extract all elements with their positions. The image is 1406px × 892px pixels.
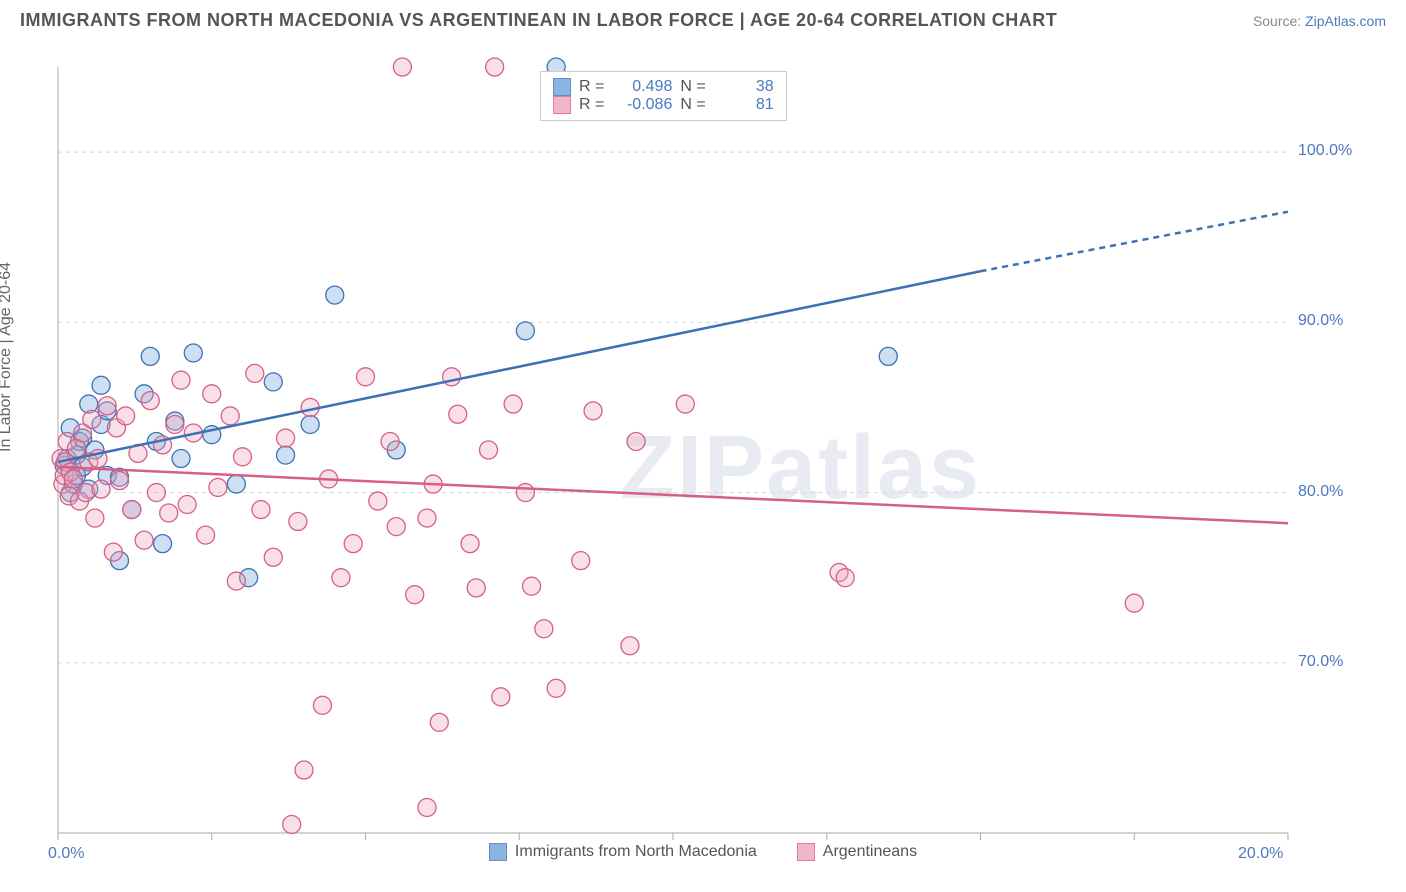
legend-n-label: N = xyxy=(680,96,705,114)
y-tick-label: 90.0% xyxy=(1298,312,1343,330)
y-tick-label: 70.0% xyxy=(1298,653,1343,671)
scatter-chart xyxy=(0,37,1406,867)
legend-row: R = -0.086 N = 81 xyxy=(553,96,774,114)
series-legend: Immigrants from North Macedonia Argentine… xyxy=(0,837,1406,867)
correlation-legend: R = 0.498 N = 38 R = -0.086 N = 81 xyxy=(540,71,787,121)
legend-n-label: N = xyxy=(680,78,705,96)
legend-r-label: R = xyxy=(579,78,604,96)
legend-swatch-icon xyxy=(553,78,571,96)
source-credit: Source: ZipAtlas.com xyxy=(1253,13,1386,29)
chart-title: IMMIGRANTS FROM NORTH MACEDONIA VS ARGEN… xyxy=(20,10,1057,31)
legend-r-value: -0.086 xyxy=(612,96,672,114)
series-label: Immigrants from North Macedonia xyxy=(515,843,757,861)
legend-swatch-icon xyxy=(797,843,815,861)
series-label: Argentineans xyxy=(823,843,917,861)
source-link[interactable]: ZipAtlas.com xyxy=(1305,13,1386,29)
y-tick-label: 80.0% xyxy=(1298,483,1343,501)
x-tick-label: 0.0% xyxy=(48,845,84,863)
source-prefix: Source: xyxy=(1253,13,1305,29)
chart-area: In Labor Force | Age 20-64 ZIPatlas R =0… xyxy=(0,37,1406,867)
legend-r-label: R = xyxy=(579,96,604,114)
legend-r-value: 0.498 xyxy=(612,78,672,96)
legend-swatch-icon xyxy=(489,843,507,861)
legend-swatch-icon xyxy=(553,96,571,114)
x-tick-label: 20.0% xyxy=(1238,845,1283,863)
series-legend-item: Immigrants from North Macedonia xyxy=(489,843,757,861)
series-legend-item: Argentineans xyxy=(797,843,917,861)
legend-row: R = 0.498 N = 38 xyxy=(553,78,774,96)
header: IMMIGRANTS FROM NORTH MACEDONIA VS ARGEN… xyxy=(0,0,1406,37)
y-tick-label: 100.0% xyxy=(1298,142,1352,160)
legend-n-value: 81 xyxy=(714,96,774,114)
legend-n-value: 38 xyxy=(714,78,774,96)
